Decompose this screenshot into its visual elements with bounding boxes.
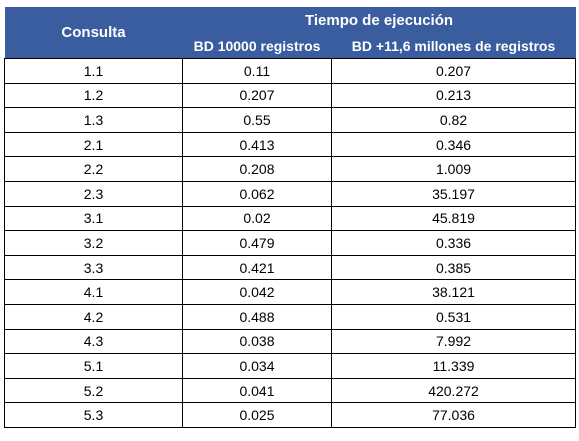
cell-bd-11-6-millones: 0.82 — [330, 107, 577, 133]
header-bd-10000: BD 10000 registros — [182, 33, 332, 59]
header-bd-11-6-millones: BD +11,6 millones de registros — [331, 33, 576, 59]
header-consulta: Consulta — [4, 7, 183, 59]
cell-consulta: 3.1 — [4, 205, 183, 232]
table-header: Consulta Tiempo de ejecución BD 10000 re… — [4, 7, 576, 59]
cell-consulta: 3.2 — [4, 230, 183, 256]
table-row: 1.2 0.207 0.213 — [4, 82, 577, 109]
cell-bd-11-6-millones: 11.339 — [330, 353, 577, 379]
cell-consulta: 5.1 — [4, 353, 183, 379]
table-container: Consulta Tiempo de ejecución BD 10000 re… — [4, 7, 577, 428]
table-row: 1.1 0.11 0.207 — [4, 58, 577, 84]
cell-bd-11-6-millones: 420.272 — [330, 377, 577, 404]
execution-time-table: Consulta Tiempo de ejecución BD 10000 re… — [4, 7, 577, 428]
cell-bd-10000: 0.413 — [182, 131, 332, 158]
cell-consulta: 2.1 — [4, 131, 183, 158]
cell-consulta: 1.1 — [4, 58, 183, 84]
cell-bd-11-6-millones: 0.207 — [330, 58, 577, 84]
cell-bd-10000: 0.55 — [182, 107, 332, 133]
cell-bd-10000: 0.11 — [182, 58, 332, 84]
table-row: 2.1 0.413 0.346 — [4, 131, 577, 158]
table-body: 1.1 0.11 0.207 1.2 0.207 0.213 1.3 0.55 0.82 2.1 0… — [4, 58, 577, 428]
cell-bd-11-6-millones: 0.346 — [330, 131, 577, 158]
cell-bd-11-6-millones: 77.036 — [330, 402, 577, 428]
table-row: 1.3 0.55 0.82 — [4, 107, 577, 133]
table-row: 5.2 0.041 420.272 — [4, 377, 577, 404]
table-row: 2.3 0.062 35.197 — [4, 180, 577, 207]
cell-bd-10000: 0.041 — [182, 377, 332, 404]
cell-bd-10000: 0.02 — [182, 205, 332, 232]
cell-consulta: 1.3 — [4, 107, 183, 133]
table-row: 5.1 0.034 11.339 — [4, 353, 577, 379]
cell-bd-10000: 0.208 — [182, 156, 332, 182]
cell-consulta: 1.2 — [4, 82, 183, 109]
table-row: 4.2 0.488 0.531 — [4, 303, 577, 330]
table-row: 3.1 0.02 45.819 — [4, 205, 577, 232]
cell-consulta: 2.2 — [4, 156, 183, 182]
cell-bd-10000: 0.034 — [182, 353, 332, 379]
cell-bd-10000: 0.207 — [182, 82, 332, 109]
table-row: 2.2 0.208 1.009 — [4, 156, 577, 182]
cell-consulta: 3.3 — [4, 254, 183, 281]
cell-consulta: 2.3 — [4, 180, 183, 207]
table-row: 3.2 0.479 0.336 — [4, 230, 577, 256]
cell-bd-11-6-millones: 35.197 — [330, 180, 577, 207]
cell-bd-11-6-millones: 1.009 — [330, 156, 577, 182]
cell-consulta: 4.2 — [4, 303, 183, 330]
cell-bd-11-6-millones: 0.213 — [330, 82, 577, 109]
cell-bd-10000: 0.038 — [182, 328, 332, 355]
cell-bd-10000: 0.042 — [182, 279, 332, 305]
cell-bd-11-6-millones: 45.819 — [330, 205, 577, 232]
cell-bd-11-6-millones: 0.531 — [330, 303, 577, 330]
table-row: 4.3 0.038 7.992 — [4, 328, 577, 355]
cell-bd-10000: 0.479 — [182, 230, 332, 256]
cell-consulta: 5.2 — [4, 377, 183, 404]
cell-consulta: 4.1 — [4, 279, 183, 305]
cell-bd-10000: 0.062 — [182, 180, 332, 207]
cell-consulta: 5.3 — [4, 402, 183, 428]
header-tiempo-de-ejecucion: Tiempo de ejecución — [182, 7, 576, 33]
cell-consulta: 4.3 — [4, 328, 183, 355]
cell-bd-11-6-millones: 38.121 — [330, 279, 577, 305]
cell-bd-10000: 0.421 — [182, 254, 332, 281]
cell-bd-10000: 0.488 — [182, 303, 332, 330]
cell-bd-10000: 0.025 — [182, 402, 332, 428]
cell-bd-11-6-millones: 7.992 — [330, 328, 577, 355]
table-row: 3.3 0.421 0.385 — [4, 254, 577, 281]
cell-bd-11-6-millones: 0.336 — [330, 230, 577, 256]
cell-bd-11-6-millones: 0.385 — [330, 254, 577, 281]
table-row: 4.1 0.042 38.121 — [4, 279, 577, 305]
table-row: 5.3 0.025 77.036 — [4, 402, 577, 428]
